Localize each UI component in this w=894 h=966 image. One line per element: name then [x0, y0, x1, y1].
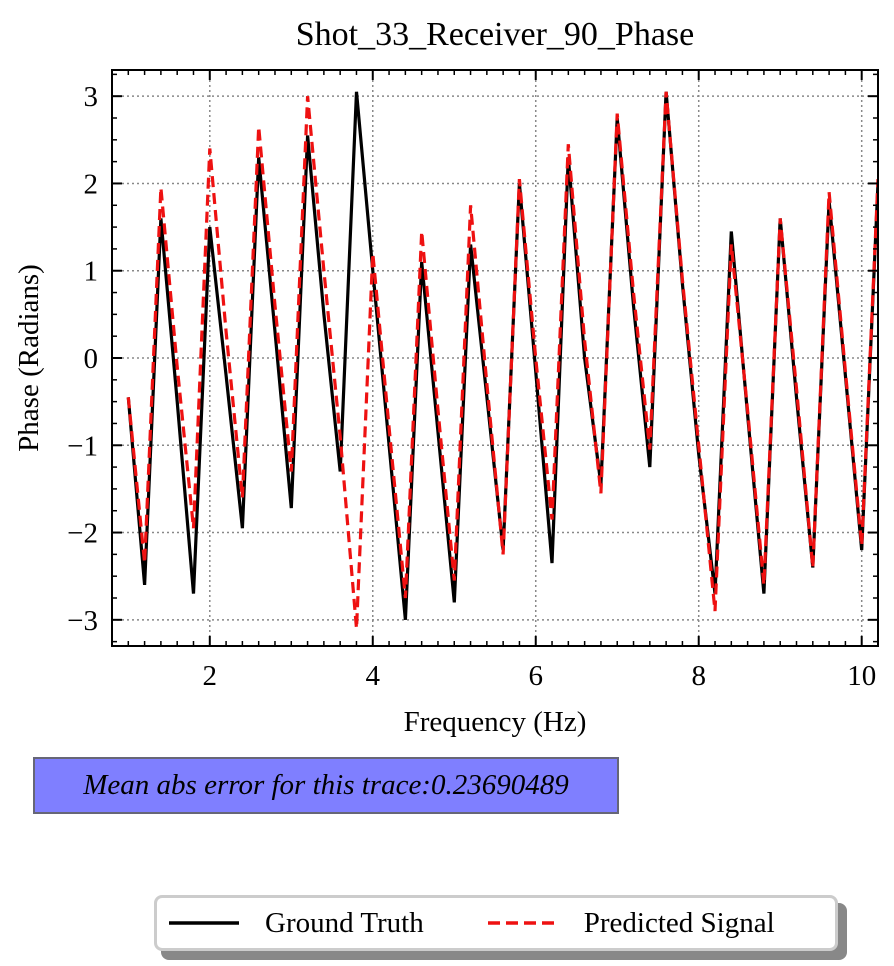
y-tick-label: 3: [84, 81, 99, 113]
legend-label-predicted-signal: Predicted Signal: [583, 906, 775, 939]
y-tick-label: −1: [67, 430, 98, 462]
axis-ticks: 2 4 6 8 10 −3 −2 −1 0 1 2 3: [67, 70, 879, 692]
series-line-predicted-signal: [126, 91, 878, 629]
legend-label-ground-truth: Ground Truth: [265, 906, 424, 939]
y-tick-label: 1: [84, 256, 99, 288]
legend-item-predicted-signal: Predicted Signal: [487, 906, 775, 940]
y-axis-label: Phase (Radians): [13, 264, 45, 452]
legend-swatch-predicted-signal: [487, 921, 558, 925]
x-tick-label: 6: [528, 660, 543, 692]
legend-swatch-ground-truth: [169, 921, 239, 925]
phase-chart: Shot_33_Receiver_90_Phase 2 4 6 8 10 −3 −2 −1 0 1…: [13, 16, 879, 738]
y-tick-label: 0: [84, 343, 99, 375]
x-tick-label: 4: [366, 660, 381, 692]
series-group: [126, 91, 878, 629]
mean-abs-error-text: Mean abs error for this trace:0.23690489: [83, 769, 569, 801]
x-tick-label: 2: [203, 660, 218, 692]
legend-item-ground-truth: Ground Truth: [169, 907, 424, 940]
y-tick-label: 2: [84, 168, 99, 200]
y-tick-label: −3: [67, 605, 98, 637]
y-tick-label: −2: [67, 518, 98, 550]
mean-abs-error-annotation: Mean abs error for this trace:0.23690489: [33, 757, 619, 814]
x-tick-label: 10: [847, 660, 876, 692]
x-axis-label: Frequency (Hz): [404, 706, 587, 738]
chart-title: Shot_33_Receiver_90_Phase: [296, 16, 695, 53]
x-tick-label: 8: [691, 660, 706, 692]
legend: Ground Truth Predicted Signal: [154, 895, 838, 951]
